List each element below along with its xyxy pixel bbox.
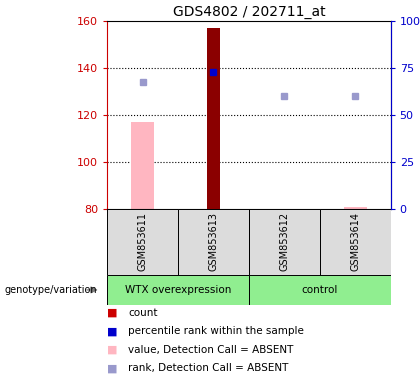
Bar <box>131 122 154 209</box>
Text: ■: ■ <box>107 363 118 373</box>
Text: control: control <box>302 285 338 295</box>
Text: genotype/variation: genotype/variation <box>4 285 97 295</box>
Text: GSM853614: GSM853614 <box>350 212 360 271</box>
Bar <box>178 209 249 275</box>
Title: GDS4802 / 202711_at: GDS4802 / 202711_at <box>173 5 325 19</box>
Bar <box>107 275 249 305</box>
Bar <box>320 209 391 275</box>
Bar <box>249 209 320 275</box>
Text: rank, Detection Call = ABSENT: rank, Detection Call = ABSENT <box>128 363 289 373</box>
Text: GSM853612: GSM853612 <box>279 212 289 271</box>
Bar <box>249 275 391 305</box>
Text: ■: ■ <box>107 326 118 336</box>
Text: GSM853611: GSM853611 <box>137 212 147 271</box>
Text: ■: ■ <box>107 308 118 318</box>
Text: value, Detection Call = ABSENT: value, Detection Call = ABSENT <box>128 345 294 355</box>
Text: GSM853613: GSM853613 <box>208 212 218 271</box>
Text: ■: ■ <box>107 345 118 355</box>
Text: WTX overexpression: WTX overexpression <box>125 285 231 295</box>
Bar <box>344 207 367 209</box>
Bar <box>107 209 178 275</box>
Text: count: count <box>128 308 158 318</box>
Bar <box>207 28 220 209</box>
Text: percentile rank within the sample: percentile rank within the sample <box>128 326 304 336</box>
